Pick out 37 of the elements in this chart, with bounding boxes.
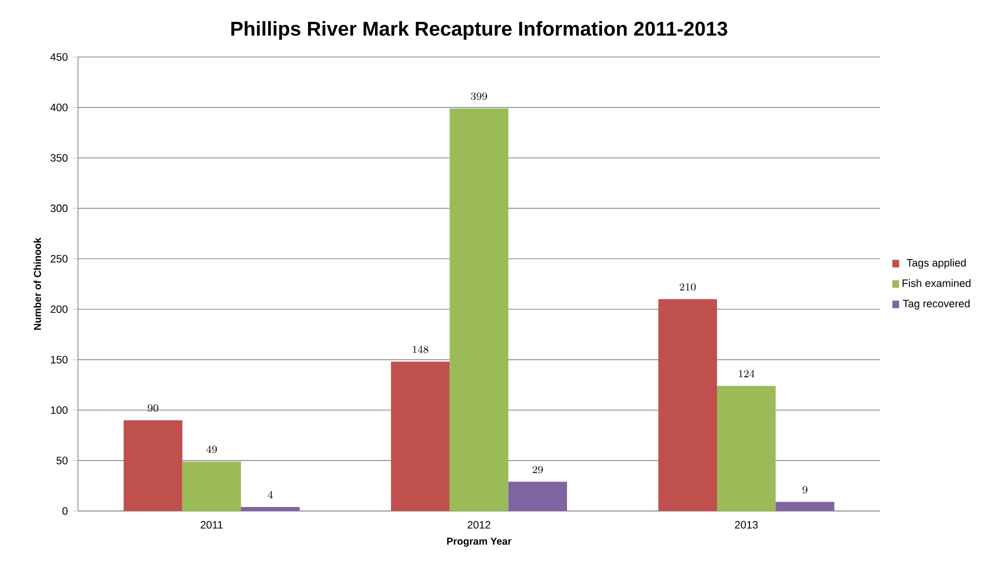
x-tick-label: 2013 [735, 521, 758, 529]
data-label: 399 [470, 92, 488, 100]
legend-label: Tag recovered [902, 300, 970, 310]
bar [717, 386, 776, 511]
data-label: 49 [206, 446, 217, 454]
y-axis-title: Number of Chinook [34, 238, 42, 330]
legend-label: Tags applied [906, 258, 966, 269]
bar [776, 502, 834, 511]
x-tick-label: 2012 [468, 521, 490, 529]
y-tick-label: 300 [50, 204, 68, 212]
y-tick-label: 350 [50, 154, 68, 162]
data-label: 9 [802, 486, 808, 494]
data-label: 148 [412, 346, 428, 354]
chart-title: Phillips River Mark Recapture Information 2011-2013 [231, 21, 728, 40]
legend-label: Fish examined [902, 279, 970, 287]
y-tick-label: 0 [62, 507, 68, 515]
bar [391, 362, 450, 511]
bar [508, 482, 568, 511]
y-tick-label: 450 [50, 53, 68, 61]
data-label: 210 [680, 283, 696, 291]
bar [124, 420, 182, 511]
x-axis-title: Program Year [447, 538, 512, 547]
y-tick-label: 400 [50, 104, 68, 112]
bar [658, 299, 718, 511]
y-tick-label: 50 [56, 456, 68, 464]
x-tick-label: 2011 [200, 521, 223, 529]
data-label: 29 [532, 466, 543, 474]
bar [241, 506, 300, 511]
y-tick-label: 150 [50, 356, 68, 364]
data-label: 4 [268, 491, 273, 498]
y-tick-label: 200 [50, 305, 68, 313]
data-label: 90 [148, 404, 158, 412]
y-tick-label: 100 [50, 406, 68, 414]
data-label: 124 [738, 370, 754, 378]
bar [182, 462, 242, 511]
y-tick-label: 250 [50, 255, 68, 263]
bar [450, 108, 508, 511]
